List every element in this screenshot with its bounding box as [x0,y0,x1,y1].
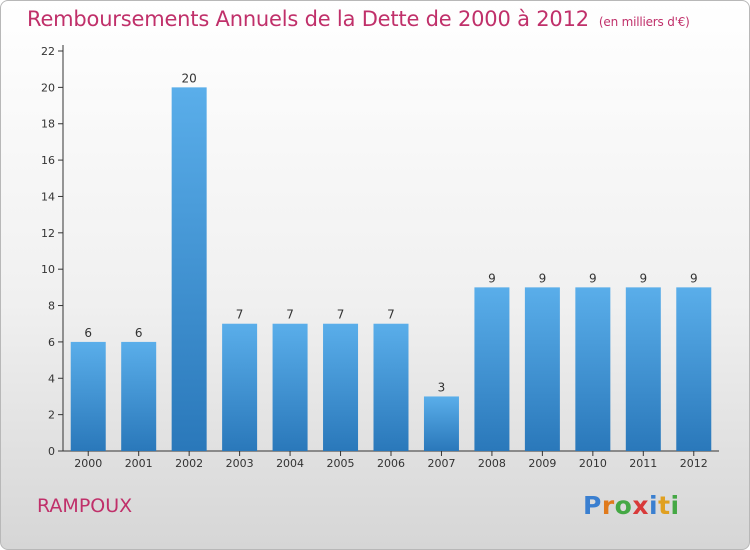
data-label: 7 [236,308,244,322]
logo-letter: i [670,491,680,520]
data-label: 6 [84,326,92,340]
bar-2011 [625,287,661,451]
bar-2004 [272,323,308,451]
y-tick-label: 16 [41,154,55,167]
bar-2000 [70,341,106,451]
bar-2002 [171,87,207,451]
x-tick-label: 2011 [629,457,657,470]
proxiti-logo: Proxiti [583,491,680,520]
y-tick-label: 14 [41,190,55,203]
logo-letter: o [614,491,633,520]
data-label: 7 [337,308,345,322]
x-tick-label: 2004 [276,457,304,470]
data-label: 6 [135,326,143,340]
data-label: 7 [387,308,395,322]
bar-2008 [474,287,510,451]
y-tick-label: 22 [41,45,55,58]
data-label: 7 [286,308,294,322]
chart-title-text: Remboursements Annuels de la Dette de 20… [27,7,589,31]
logo-letter: t [658,491,671,520]
y-tick-label: 20 [41,81,55,94]
x-tick-label: 2008 [478,457,506,470]
x-tick-label: 2005 [327,457,355,470]
bar-2010 [575,287,611,451]
data-label: 9 [639,271,647,285]
x-tick-label: 2007 [427,457,455,470]
bar-2012 [676,287,712,451]
data-label: 3 [438,380,446,394]
bar-2001 [121,341,157,451]
x-tick-label: 2006 [377,457,405,470]
data-label: 20 [182,71,197,85]
data-label: 9 [690,271,698,285]
y-tick-label: 8 [48,300,55,313]
y-tick-label: 18 [41,118,55,131]
y-tick-label: 0 [48,445,55,458]
x-tick-label: 2000 [74,457,102,470]
x-tick-label: 2012 [680,457,708,470]
logo-letter: x [632,491,649,520]
x-tick-label: 2010 [579,457,607,470]
y-tick-label: 12 [41,227,55,240]
y-tick-label: 10 [41,263,55,276]
y-tick-label: 6 [48,336,55,349]
logo-letter: r [601,491,615,520]
y-tick-label: 2 [48,409,55,422]
x-tick-label: 2001 [125,457,153,470]
bar-2005 [323,323,359,451]
data-label: 9 [539,271,547,285]
chart-title: Remboursements Annuels de la Dette de 20… [27,7,690,31]
x-tick-label: 2002 [175,457,203,470]
x-tick-label: 2003 [226,457,254,470]
place-name: RAMPOUX [37,495,133,517]
bar-2009 [524,287,560,451]
bar-2003 [222,323,258,451]
logo-letter: i [649,491,659,520]
logo-letter: P [583,491,602,520]
x-tick-label: 2009 [528,457,556,470]
bar-2006 [373,323,409,451]
chart-unit: (en milliers d'€) [598,15,690,29]
bar-2007 [423,396,459,451]
data-label: 9 [488,271,496,285]
y-tick-label: 4 [48,372,55,385]
data-label: 9 [589,271,597,285]
